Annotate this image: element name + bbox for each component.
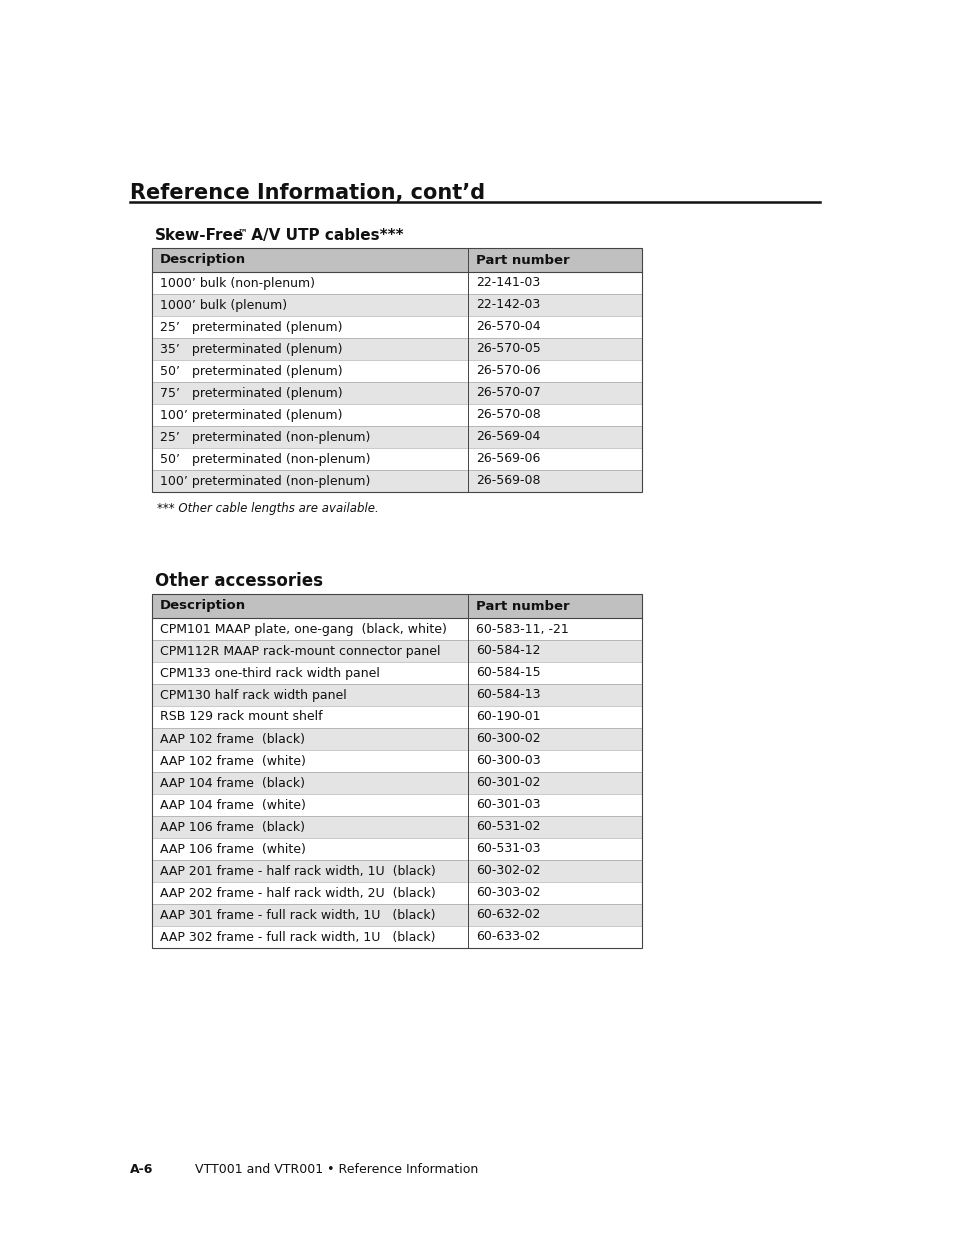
Text: 26-569-06: 26-569-06 (476, 452, 539, 466)
Text: 60-584-12: 60-584-12 (476, 645, 540, 657)
Bar (152, 640, 641, 662)
Text: AAP 104 frame  (black): AAP 104 frame (black) (160, 777, 305, 789)
Text: VTT001 and VTR001 • Reference Information: VTT001 and VTR001 • Reference Informatio… (194, 1163, 477, 1176)
Text: 25’   preterminated (plenum): 25’ preterminated (plenum) (160, 321, 342, 333)
Text: Description: Description (160, 599, 246, 613)
Text: 60-583-11, -21: 60-583-11, -21 (476, 622, 568, 636)
Text: AAP 102 frame  (black): AAP 102 frame (black) (160, 732, 305, 746)
Text: AAP 301 frame - full rack width, 1U   (black): AAP 301 frame - full rack width, 1U (bla… (160, 909, 435, 921)
Text: CPM130 half rack width panel: CPM130 half rack width panel (160, 688, 346, 701)
Text: CPM101 MAAP plate, one-gang  (black, white): CPM101 MAAP plate, one-gang (black, whit… (160, 622, 446, 636)
Text: Reference Information, cont’d: Reference Information, cont’d (130, 183, 485, 203)
Bar (152, 772, 641, 794)
Text: AAP 302 frame - full rack width, 1U   (black): AAP 302 frame - full rack width, 1U (bla… (160, 930, 435, 944)
Bar (152, 248, 641, 272)
Bar (152, 404, 641, 426)
Text: 25’   preterminated (non-plenum): 25’ preterminated (non-plenum) (160, 431, 370, 443)
Text: 60-584-15: 60-584-15 (476, 667, 540, 679)
Text: 100’ preterminated (plenum): 100’ preterminated (plenum) (160, 409, 342, 421)
Text: ™: ™ (237, 227, 248, 237)
Text: 26-570-04: 26-570-04 (476, 321, 540, 333)
Bar (152, 904, 641, 926)
Text: 60-301-03: 60-301-03 (476, 799, 540, 811)
Text: 35’   preterminated (plenum): 35’ preterminated (plenum) (160, 342, 342, 356)
Bar (152, 426, 641, 448)
Text: 60-531-03: 60-531-03 (476, 842, 540, 856)
Text: 26-569-04: 26-569-04 (476, 431, 539, 443)
Bar (152, 594, 641, 618)
Text: 100’ preterminated (non-plenum): 100’ preterminated (non-plenum) (160, 474, 370, 488)
Bar (152, 382, 641, 404)
Bar (152, 926, 641, 948)
Bar (152, 316, 641, 338)
Bar (152, 860, 641, 882)
Text: Skew-Free: Skew-Free (154, 228, 244, 243)
Text: 22-142-03: 22-142-03 (476, 299, 539, 311)
Bar (152, 839, 641, 860)
Bar (152, 338, 641, 359)
Bar (152, 594, 641, 948)
Text: AAP 102 frame  (white): AAP 102 frame (white) (160, 755, 306, 767)
Text: 60-633-02: 60-633-02 (476, 930, 539, 944)
Bar (152, 882, 641, 904)
Text: 26-570-06: 26-570-06 (476, 364, 540, 378)
Text: AAP 201 frame - half rack width, 1U  (black): AAP 201 frame - half rack width, 1U (bla… (160, 864, 436, 878)
Bar (152, 727, 641, 750)
Text: 60-584-13: 60-584-13 (476, 688, 540, 701)
Text: 50’   preterminated (plenum): 50’ preterminated (plenum) (160, 364, 342, 378)
Text: 26-570-05: 26-570-05 (476, 342, 540, 356)
Text: 1000’ bulk (plenum): 1000’ bulk (plenum) (160, 299, 287, 311)
Text: 26-570-08: 26-570-08 (476, 409, 540, 421)
Text: Other accessories: Other accessories (154, 572, 323, 590)
Text: CPM133 one-third rack width panel: CPM133 one-third rack width panel (160, 667, 379, 679)
Text: Description: Description (160, 253, 246, 267)
Bar (152, 816, 641, 839)
Bar (152, 662, 641, 684)
Bar (152, 750, 641, 772)
Text: AAP 106 frame  (black): AAP 106 frame (black) (160, 820, 305, 834)
Text: 75’   preterminated (plenum): 75’ preterminated (plenum) (160, 387, 342, 399)
Text: 60-300-02: 60-300-02 (476, 732, 540, 746)
Bar (152, 618, 641, 640)
Text: AAP 104 frame  (white): AAP 104 frame (white) (160, 799, 306, 811)
Bar (152, 272, 641, 294)
Bar (152, 794, 641, 816)
Text: RSB 129 rack mount shelf: RSB 129 rack mount shelf (160, 710, 322, 724)
Text: 60-190-01: 60-190-01 (476, 710, 540, 724)
Bar (152, 684, 641, 706)
Text: 60-300-03: 60-300-03 (476, 755, 540, 767)
Text: AAP 106 frame  (white): AAP 106 frame (white) (160, 842, 306, 856)
Text: Part number: Part number (476, 253, 569, 267)
Text: 26-570-07: 26-570-07 (476, 387, 540, 399)
Bar (152, 359, 641, 382)
Text: Part number: Part number (476, 599, 569, 613)
Text: 50’   preterminated (non-plenum): 50’ preterminated (non-plenum) (160, 452, 370, 466)
Text: 60-301-02: 60-301-02 (476, 777, 540, 789)
Bar (152, 294, 641, 316)
Text: 22-141-03: 22-141-03 (476, 277, 539, 289)
Bar (152, 248, 641, 492)
Text: *** Other cable lengths are available.: *** Other cable lengths are available. (157, 501, 378, 515)
Text: 60-303-02: 60-303-02 (476, 887, 540, 899)
Text: A/V UTP cables***: A/V UTP cables*** (246, 228, 403, 243)
Text: 60-632-02: 60-632-02 (476, 909, 539, 921)
Bar (152, 706, 641, 727)
Text: 60-302-02: 60-302-02 (476, 864, 540, 878)
Text: 26-569-08: 26-569-08 (476, 474, 540, 488)
Text: CPM112R MAAP rack-mount connector panel: CPM112R MAAP rack-mount connector panel (160, 645, 440, 657)
Text: A-6: A-6 (130, 1163, 153, 1176)
Bar (152, 448, 641, 471)
Bar (152, 471, 641, 492)
Text: AAP 202 frame - half rack width, 2U  (black): AAP 202 frame - half rack width, 2U (bla… (160, 887, 436, 899)
Text: 1000’ bulk (non-plenum): 1000’ bulk (non-plenum) (160, 277, 314, 289)
Text: 60-531-02: 60-531-02 (476, 820, 540, 834)
